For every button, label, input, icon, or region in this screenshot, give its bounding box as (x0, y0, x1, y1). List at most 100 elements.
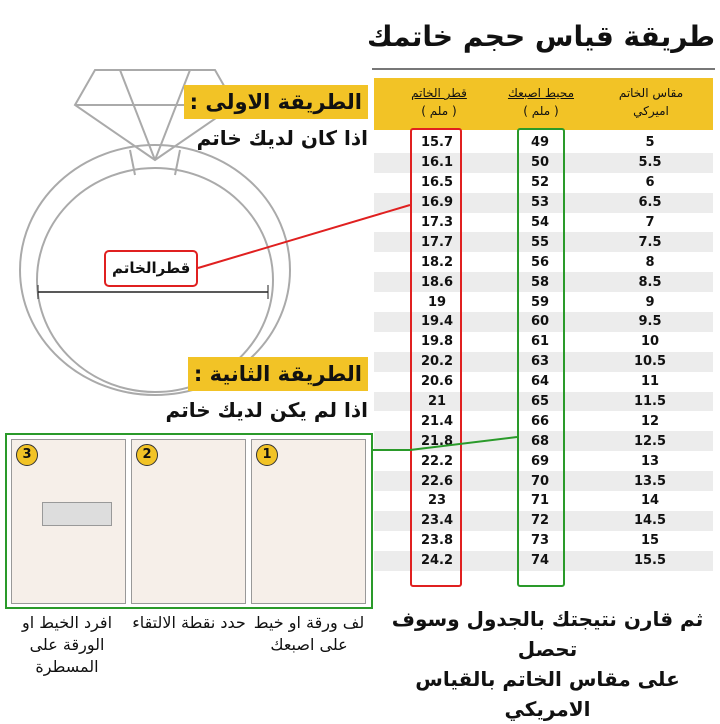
circumference-highlight (517, 128, 565, 587)
table-row: 16.9 53 6.5 (374, 192, 713, 213)
footer-text: ثم قارن نتيجتك بالجدول وسوف تحصل على مقاس… (375, 604, 720, 724)
table-header: قطر الخاتم ( ملم ) محيط اصبعك ( ملم ) مقاس… (374, 78, 713, 130)
us-size-cell: 12.5 (633, 433, 667, 449)
us-size-cell: 15.5 (633, 553, 667, 569)
diameter-cell: 21.4 (420, 413, 454, 429)
step-2-caption: حدد نقطة الالتقاء (132, 613, 246, 632)
us-size-cell: 6.5 (638, 195, 662, 211)
table-row: 20.2 63 10.5 (374, 351, 713, 372)
table-row: 24.2 74 15.5 (374, 550, 713, 571)
table-row: 17.7 55 7.5 (374, 232, 713, 253)
diameter-cell: 19 (427, 294, 447, 310)
us-size-cell: 6 (645, 175, 655, 191)
header-us-size-sub: اميركي (633, 104, 669, 118)
us-size-cell: 9.5 (638, 314, 662, 330)
table-row: 21.8 68 12.5 (374, 431, 713, 452)
ring-illustration (19, 69, 518, 451)
us-size-cell: 10 (640, 334, 660, 350)
diameter-cell: 16.9 (420, 195, 454, 211)
table-row: 20.6 64 11 (374, 372, 713, 392)
circumference-cell: 49 (530, 135, 550, 151)
ruler-icon (42, 502, 112, 526)
step-2-image: 2 (131, 439, 246, 604)
table-row: 19.4 60 9.5 (374, 312, 713, 332)
header-us-size: مقاس الخاتم (618, 86, 684, 100)
header-diameter-unit: ( ملم ) (421, 104, 457, 118)
diameter-label: قطرالخاتم (104, 250, 199, 287)
table-row: 23.8 73 15 (374, 531, 713, 551)
table-row: 23 71 14 (374, 491, 713, 511)
header-circumference: محيط اصبعك (507, 86, 575, 100)
table-row: 18.2 56 8 (374, 252, 713, 272)
diameter-cell: 20.6 (420, 374, 454, 390)
steps-frame: 1 2 3 (5, 433, 373, 609)
diameter-cell: 22.2 (420, 453, 454, 469)
method2-label: الطريقة الثانية : (187, 357, 368, 391)
table-row: 16.5 52 6 (374, 173, 713, 193)
step-number: 1 (256, 444, 278, 466)
table-row: 21.4 66 12 (374, 411, 713, 431)
diameter-cell: 18.2 (420, 254, 454, 270)
table-row: 16.1 50 5.5 (374, 152, 713, 173)
us-size-cell: 13 (640, 453, 660, 469)
step-3-image: 3 (11, 439, 126, 604)
table-row: 17.3 54 7 (374, 213, 713, 233)
circumference-cell: 55 (530, 234, 550, 250)
us-size-cell: 13.5 (633, 473, 667, 489)
circumference-cell: 69 (530, 453, 550, 469)
size-table: 15.7 49 5 16.1 50 5.5 16.5 52 6 16.9 53 6.5 17.3 54 7 1… (374, 133, 713, 571)
circumference-cell: 52 (530, 175, 550, 191)
us-size-cell: 5 (645, 135, 655, 151)
table-row: 15.7 49 5 (374, 133, 713, 153)
table-row: 22.6 70 13.5 (374, 471, 713, 492)
step-number: 2 (136, 444, 158, 466)
red-connector (197, 204, 411, 269)
diameter-cell: 22.6 (420, 473, 454, 489)
footer-line2: على مقاس الخاتم بالقياس الامريكي (415, 667, 680, 721)
circumference-cell: 74 (530, 553, 550, 569)
circumference-cell: 58 (530, 274, 550, 290)
step-1-image: 1 (251, 439, 366, 604)
table-row: 19 59 9 (374, 292, 713, 312)
diameter-cell: 23 (427, 493, 447, 509)
us-size-cell: 10.5 (633, 354, 667, 370)
circumference-cell: 65 (530, 394, 550, 410)
circumference-cell: 70 (530, 473, 550, 489)
method1-label: الطريقة الاولى : (183, 85, 368, 119)
us-size-cell: 12 (640, 413, 660, 429)
circumference-cell: 73 (530, 533, 550, 549)
diameter-cell: 18.6 (420, 274, 454, 290)
header-circumference-unit: ( ملم ) (523, 104, 559, 118)
us-size-cell: 14.5 (633, 513, 667, 529)
us-size-cell: 8.5 (638, 274, 662, 290)
diameter-cell: 16.1 (420, 155, 454, 171)
page-title: طريقة قياس حجم خاتمك (367, 20, 715, 53)
table-row: 18.6 58 8.5 (374, 272, 713, 293)
us-size-cell: 9 (645, 294, 655, 310)
diameter-cell: 19.4 (420, 314, 454, 330)
circumference-cell: 59 (530, 294, 550, 310)
us-size-cell: 11 (640, 374, 660, 390)
divider (372, 68, 715, 70)
table-row: 22.2 69 13 (374, 451, 713, 471)
diameter-cell: 15.7 (420, 135, 454, 151)
step-1-caption: لف ورقة او خيط على اصبعك (253, 613, 365, 654)
diameter-cell: 19.8 (420, 334, 454, 350)
us-size-cell: 7.5 (638, 234, 662, 250)
diameter-cell: 23.4 (420, 513, 454, 529)
diameter-cell: 21 (427, 394, 447, 410)
diameter-cell: 17.7 (420, 234, 454, 250)
header-diameter: قطر الخاتم (411, 86, 467, 100)
table-row: 21 65 11.5 (374, 391, 713, 412)
diameter-highlight (410, 128, 462, 587)
us-size-cell: 8 (645, 254, 655, 270)
circumference-cell: 66 (530, 413, 550, 429)
table-row: 23.4 72 14.5 (374, 510, 713, 531)
diameter-cell: 23.8 (420, 533, 454, 549)
diameter-cell: 20.2 (420, 354, 454, 370)
step-3-caption: افرد الخيط او الورقة على المسطرة (21, 613, 113, 676)
us-size-cell: 7 (645, 215, 655, 230)
step-number: 3 (16, 444, 38, 466)
diameter-cell: 17.3 (420, 215, 454, 230)
table-row: 19.8 61 10 (374, 332, 713, 352)
